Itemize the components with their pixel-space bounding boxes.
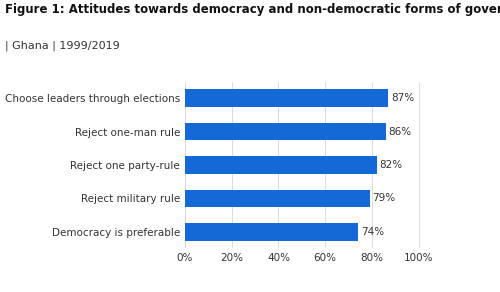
Bar bbox=[185, 123, 386, 140]
Bar bbox=[185, 190, 370, 207]
Text: | Ghana | 1999/2019: | Ghana | 1999/2019 bbox=[5, 41, 120, 51]
Text: 86%: 86% bbox=[388, 126, 412, 136]
Bar bbox=[185, 223, 358, 241]
Text: 82%: 82% bbox=[380, 160, 402, 170]
Bar bbox=[185, 89, 388, 107]
Text: 87%: 87% bbox=[391, 93, 414, 103]
Bar bbox=[185, 156, 376, 174]
Text: 79%: 79% bbox=[372, 194, 396, 204]
Text: Figure 1: Attitudes towards democracy and non-democratic forms of government: Figure 1: Attitudes towards democracy an… bbox=[5, 3, 500, 16]
Text: 74%: 74% bbox=[360, 227, 384, 237]
